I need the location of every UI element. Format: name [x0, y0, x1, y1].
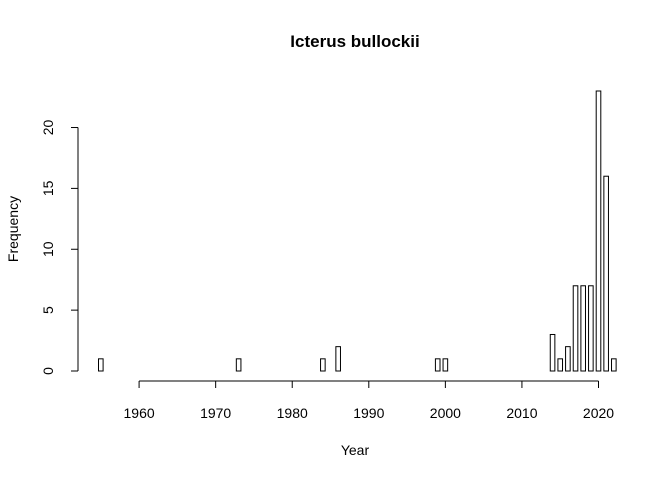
- histogram-bar: [434, 358, 441, 372]
- x-tick-label: 2010: [506, 405, 537, 421]
- histogram-bar: [611, 358, 617, 372]
- histogram-bar: [580, 285, 586, 372]
- histogram-bar: [572, 285, 579, 372]
- x-axis: 1960 1970 1980 1990 2000 2010 2020: [124, 380, 614, 421]
- histogram-bar: [565, 346, 571, 372]
- y-tick-label: 10: [40, 241, 56, 257]
- x-tick-label: 2000: [430, 405, 461, 421]
- histogram-bar: [335, 346, 341, 372]
- histogram-bar: [549, 333, 556, 372]
- y-axis: 0 5 10 15 20: [40, 120, 79, 375]
- x-tick-label: 1970: [200, 405, 231, 421]
- histogram-bar: [588, 285, 594, 372]
- y-tick-label: 20: [40, 120, 56, 136]
- y-axis-title: Frequency: [5, 196, 21, 262]
- y-tick-label: 5: [40, 306, 56, 314]
- histogram-bar: [442, 358, 449, 372]
- chart-title: Icterus bullockii: [290, 32, 419, 51]
- y-tick-label: 15: [40, 180, 56, 196]
- histogram-bar: [595, 90, 602, 372]
- histogram-bar: [557, 358, 564, 372]
- x-tick-label: 1980: [277, 405, 308, 421]
- x-tick-label: 2020: [583, 405, 614, 421]
- histogram-bar: [235, 358, 242, 372]
- x-axis-title: Year: [341, 442, 370, 458]
- bars-group: [98, 90, 617, 372]
- x-tick-label: 1960: [124, 405, 155, 421]
- histogram-bar: [98, 358, 104, 372]
- x-tick-label: 1990: [353, 405, 384, 421]
- y-tick-label: 0: [40, 367, 56, 375]
- histogram-bar: [320, 358, 326, 372]
- histogram-bar: [603, 175, 609, 372]
